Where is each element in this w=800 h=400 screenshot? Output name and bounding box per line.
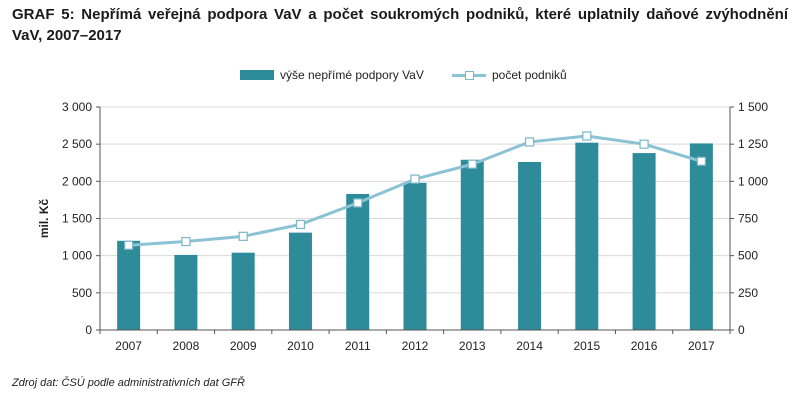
- y2-tick-label: 1 000: [738, 174, 768, 188]
- source-note: Zdroj dat: ČSÚ podle administrativních d…: [12, 377, 245, 389]
- x-tick-label: 2014: [516, 339, 543, 353]
- y2-tick-label: 500: [738, 249, 758, 263]
- chart-title: GRAF 5: Nepřímá veřejná podpora VaV a po…: [12, 6, 788, 44]
- legend-bar-swatch: [240, 70, 274, 80]
- line-point-2015: [582, 131, 592, 141]
- bar-2012: [403, 182, 427, 330]
- line-point-2008: [181, 236, 191, 247]
- line-point-2009: [238, 231, 248, 241]
- legend-line-swatch: [452, 70, 486, 80]
- y-tick-label: 0: [85, 323, 92, 337]
- bar-2014: [518, 162, 542, 330]
- x-tick-label: 2008: [173, 339, 200, 353]
- bar-2009: [231, 252, 255, 330]
- line-point-2011: [353, 198, 363, 208]
- x-tick-label: 2007: [115, 339, 142, 353]
- y-tick-label: 1 000: [62, 249, 92, 263]
- x-tick-label: 2016: [631, 339, 658, 353]
- y-tick-label: 500: [72, 286, 92, 300]
- line-point-2007: [124, 240, 134, 250]
- line-point-2010: [295, 219, 306, 230]
- line-point-2014: [524, 137, 535, 147]
- bar-2016: [632, 153, 656, 330]
- x-tick-label: 2017: [688, 339, 715, 353]
- legend-item-line-series: počet podniků: [452, 68, 567, 82]
- legend-label-line-series: počet podniků: [492, 68, 567, 82]
- y-tick-label: 1 500: [62, 212, 92, 226]
- x-tick-label: 2010: [287, 339, 314, 353]
- y2-tick-label: 1 250: [738, 137, 768, 151]
- bar-2013: [460, 159, 484, 330]
- y-tick-label: 2 500: [62, 137, 92, 151]
- y2-tick-label: 0: [738, 323, 745, 337]
- y2-tick-label: 250: [738, 286, 758, 300]
- legend: výše nepřímé podpory VaV počet podniků: [0, 68, 800, 88]
- x-tick-label: 2013: [459, 339, 486, 353]
- bar-2015: [575, 142, 599, 330]
- bar-2010: [288, 232, 312, 330]
- legend-item-bar-series: výše nepřímé podpory VaV: [240, 68, 424, 82]
- bar-2008: [174, 254, 198, 330]
- y2-tick-label: 1 500: [738, 100, 768, 114]
- x-tick-label: 2012: [402, 339, 429, 353]
- bar-2017: [689, 143, 713, 330]
- line-point-2017: [696, 156, 706, 166]
- y2-tick-label: 750: [738, 212, 758, 226]
- x-tick-label: 2011: [345, 339, 371, 353]
- y-tick-label: 3 000: [62, 100, 92, 114]
- line-point-2016: [639, 139, 649, 149]
- y-axis-title: mil. Kč: [37, 199, 51, 239]
- bar-2007: [117, 240, 141, 330]
- line-point-2012: [410, 174, 420, 184]
- y-tick-label: 2 000: [62, 174, 92, 188]
- line-point-2013: [467, 159, 477, 169]
- legend-label-bar-series: výše nepřímé podpory VaV: [280, 68, 424, 82]
- bar-2011: [346, 193, 370, 330]
- x-tick-label: 2015: [573, 339, 600, 353]
- x-tick-label: 2009: [230, 339, 257, 353]
